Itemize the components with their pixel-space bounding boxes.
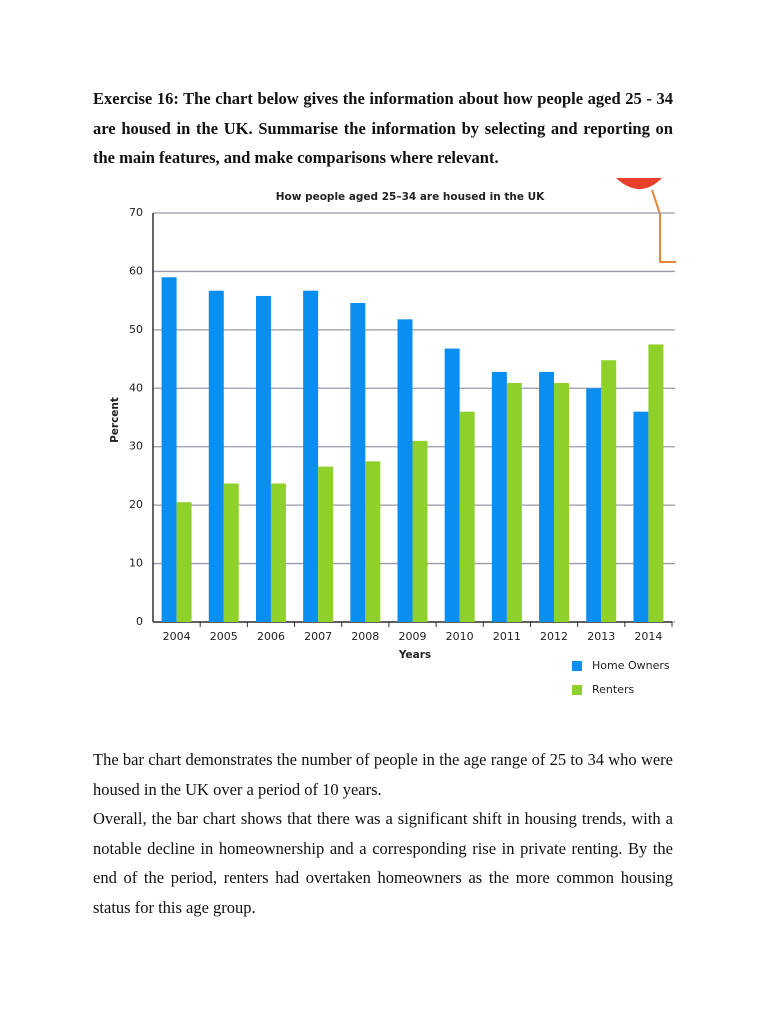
- x-tick-label: 2012: [540, 630, 568, 643]
- x-axis-label: Years: [398, 649, 431, 661]
- legend-swatch: [572, 661, 582, 671]
- decoration: [616, 178, 662, 189]
- bar: [161, 277, 177, 622]
- y-axis-label: Percent: [109, 397, 121, 443]
- y-tick-label: 70: [129, 206, 143, 219]
- bar: [350, 302, 366, 622]
- bar: [318, 466, 334, 622]
- x-tick-label: 2005: [210, 630, 238, 643]
- x-tick-label: 2011: [493, 630, 521, 643]
- bar: [648, 344, 664, 622]
- bar: [539, 371, 555, 622]
- x-tick-label: 2006: [257, 630, 285, 643]
- y-tick-label: 20: [129, 498, 143, 511]
- bar: [208, 290, 224, 622]
- paragraph: The bar chart demonstrates the number of…: [93, 750, 673, 799]
- y-tick-label: 40: [129, 381, 143, 394]
- x-tick-label: 2013: [587, 630, 615, 643]
- exercise-text: Exercise 16: The chart below gives the i…: [93, 89, 673, 167]
- chart-title: How people aged 25–34 are housed in the …: [276, 191, 545, 203]
- bar: [554, 383, 570, 622]
- bar: [586, 388, 602, 622]
- x-tick-label: 2010: [446, 630, 474, 643]
- x-tick-label: 2008: [351, 630, 379, 643]
- paragraph: Overall, the bar chart shows that there …: [93, 809, 673, 917]
- decoration: [651, 189, 676, 263]
- bar: [303, 290, 319, 622]
- x-tick-label: 2004: [163, 630, 191, 643]
- bar: [270, 483, 286, 622]
- bar: [633, 411, 649, 622]
- bar: [255, 295, 271, 622]
- x-tick-label: 2009: [399, 630, 427, 643]
- bar: [601, 360, 617, 622]
- bar: [412, 440, 428, 622]
- legend-label: Home Owners: [592, 659, 670, 672]
- y-tick-label: 0: [136, 615, 143, 628]
- y-tick-label: 50: [129, 323, 143, 336]
- legend-swatch: [572, 685, 582, 695]
- bar: [365, 461, 381, 622]
- bar: [397, 319, 413, 622]
- bar: [491, 371, 507, 622]
- bar: [506, 383, 522, 622]
- y-tick-label: 10: [129, 557, 143, 570]
- bar: [444, 348, 460, 622]
- body-text: The bar chart demonstrates the number of…: [93, 745, 673, 922]
- bar: [176, 502, 192, 622]
- legend-label: Renters: [592, 683, 634, 696]
- x-tick-label: 2014: [634, 630, 662, 643]
- y-tick-label: 30: [129, 440, 143, 453]
- bar: [223, 483, 239, 622]
- y-tick-label: 60: [129, 264, 143, 277]
- bar: [459, 411, 475, 622]
- x-tick-label: 2007: [304, 630, 332, 643]
- chart: How people aged 25–34 are housed in the …: [109, 178, 676, 696]
